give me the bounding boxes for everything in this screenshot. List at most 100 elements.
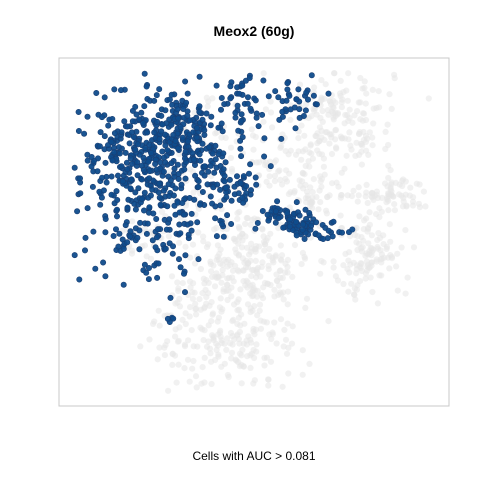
high-auc-cell-point <box>259 111 266 118</box>
high-auc-cell-point <box>152 244 159 251</box>
high-auc-cell-point <box>103 179 110 186</box>
background-cell-point <box>236 225 243 232</box>
high-auc-cell-point <box>118 129 125 136</box>
background-cell-point <box>299 249 306 256</box>
high-auc-cell-point <box>114 213 121 220</box>
background-cell-point <box>387 238 394 245</box>
high-auc-cell-point <box>123 159 130 166</box>
high-auc-cell-point <box>115 144 122 151</box>
background-cell-point <box>186 378 193 385</box>
background-cell-point <box>296 81 304 88</box>
background-cell-point <box>342 111 349 119</box>
high-auc-cell-point <box>221 101 228 108</box>
high-auc-cell-point <box>213 233 220 240</box>
background-cell-point <box>225 274 233 281</box>
high-auc-cell-point <box>293 199 300 206</box>
high-auc-cell-point <box>199 116 206 123</box>
high-auc-cell-point <box>84 113 91 120</box>
high-auc-cell-point <box>292 125 299 132</box>
high-auc-cell-point <box>218 120 225 127</box>
background-cell-point <box>227 144 235 151</box>
background-cell-point <box>205 279 212 286</box>
high-auc-cell-point <box>218 95 225 102</box>
high-auc-cell-point <box>144 129 151 136</box>
background-cell-point <box>175 337 182 344</box>
high-auc-cell-point <box>296 212 303 219</box>
background-cell-point <box>387 167 394 174</box>
background-cell-point <box>229 168 236 175</box>
background-cell-point <box>348 193 355 200</box>
background-cell-point <box>354 233 361 240</box>
high-auc-cell-point <box>143 269 150 276</box>
background-cell-point <box>299 170 306 177</box>
background-cell-point <box>242 282 249 289</box>
background-cell-point <box>200 275 207 282</box>
background-cell-point <box>191 260 199 267</box>
high-auc-cell-point <box>240 173 247 180</box>
high-auc-cell-point <box>137 219 144 226</box>
background-cell-point <box>226 340 234 347</box>
background-cell-point <box>388 255 396 262</box>
high-auc-cell-point <box>116 150 123 157</box>
high-auc-cell-point <box>207 193 214 200</box>
background-cell-point <box>352 152 359 159</box>
high-auc-cell-point <box>127 228 134 235</box>
background-cell-point <box>246 251 253 258</box>
background-cell-point <box>369 134 376 141</box>
high-auc-cell-point <box>179 134 186 141</box>
high-auc-cell-point <box>192 172 199 179</box>
high-auc-cell-point <box>186 117 193 124</box>
background-cell-point <box>346 106 353 113</box>
background-cell-point <box>155 307 162 314</box>
background-cell-point <box>373 105 380 112</box>
background-cell-point <box>165 233 172 240</box>
high-auc-cell-point <box>261 153 268 160</box>
background-cell-point <box>345 136 352 143</box>
high-auc-cell-point <box>248 187 255 194</box>
high-auc-cell-point <box>231 183 238 190</box>
background-cell-point <box>330 258 337 265</box>
high-auc-cell-point <box>284 80 291 87</box>
background-cell-point <box>347 142 354 149</box>
high-auc-cell-point <box>102 229 109 236</box>
high-auc-cell-point <box>128 176 135 183</box>
background-cell-point <box>369 142 376 149</box>
background-cell-point <box>194 343 201 350</box>
background-cell-point <box>309 189 316 196</box>
high-auc-cell-point <box>168 160 175 167</box>
background-cell-point <box>182 310 189 317</box>
high-auc-cell-point <box>111 149 118 156</box>
background-cell-point <box>267 98 274 105</box>
background-cell-point <box>386 221 393 228</box>
high-auc-cell-point <box>188 210 195 217</box>
background-cell-point <box>176 239 183 246</box>
background-cell-point <box>258 292 265 299</box>
background-cell-point <box>289 273 296 280</box>
background-cell-point <box>396 191 403 198</box>
background-cell-point <box>360 110 368 117</box>
background-cell-point <box>220 288 227 295</box>
high-auc-cell-point <box>253 181 260 188</box>
high-auc-cell-point <box>118 87 125 94</box>
high-auc-cell-point <box>219 221 226 228</box>
high-auc-cell-point <box>129 160 136 167</box>
background-cell-point <box>218 337 225 344</box>
high-auc-cell-point <box>156 180 163 187</box>
background-cell-point <box>305 158 312 165</box>
background-cell-point <box>179 280 186 287</box>
background-cell-point <box>327 98 334 105</box>
high-auc-cells-layer <box>71 70 356 325</box>
background-cell-point <box>277 289 284 296</box>
background-cell-point <box>324 107 331 114</box>
high-auc-cell-point <box>349 226 356 233</box>
background-cell-point <box>231 301 238 308</box>
high-auc-cell-point <box>227 83 234 90</box>
high-auc-cell-point <box>167 294 174 301</box>
background-cell-point <box>191 109 198 116</box>
background-cell-point <box>224 281 231 289</box>
background-cell-point <box>200 337 207 344</box>
background-cell-point <box>301 132 308 139</box>
background-cell-point <box>193 311 200 318</box>
high-auc-cell-point <box>131 200 138 207</box>
high-auc-cell-point <box>111 86 118 93</box>
